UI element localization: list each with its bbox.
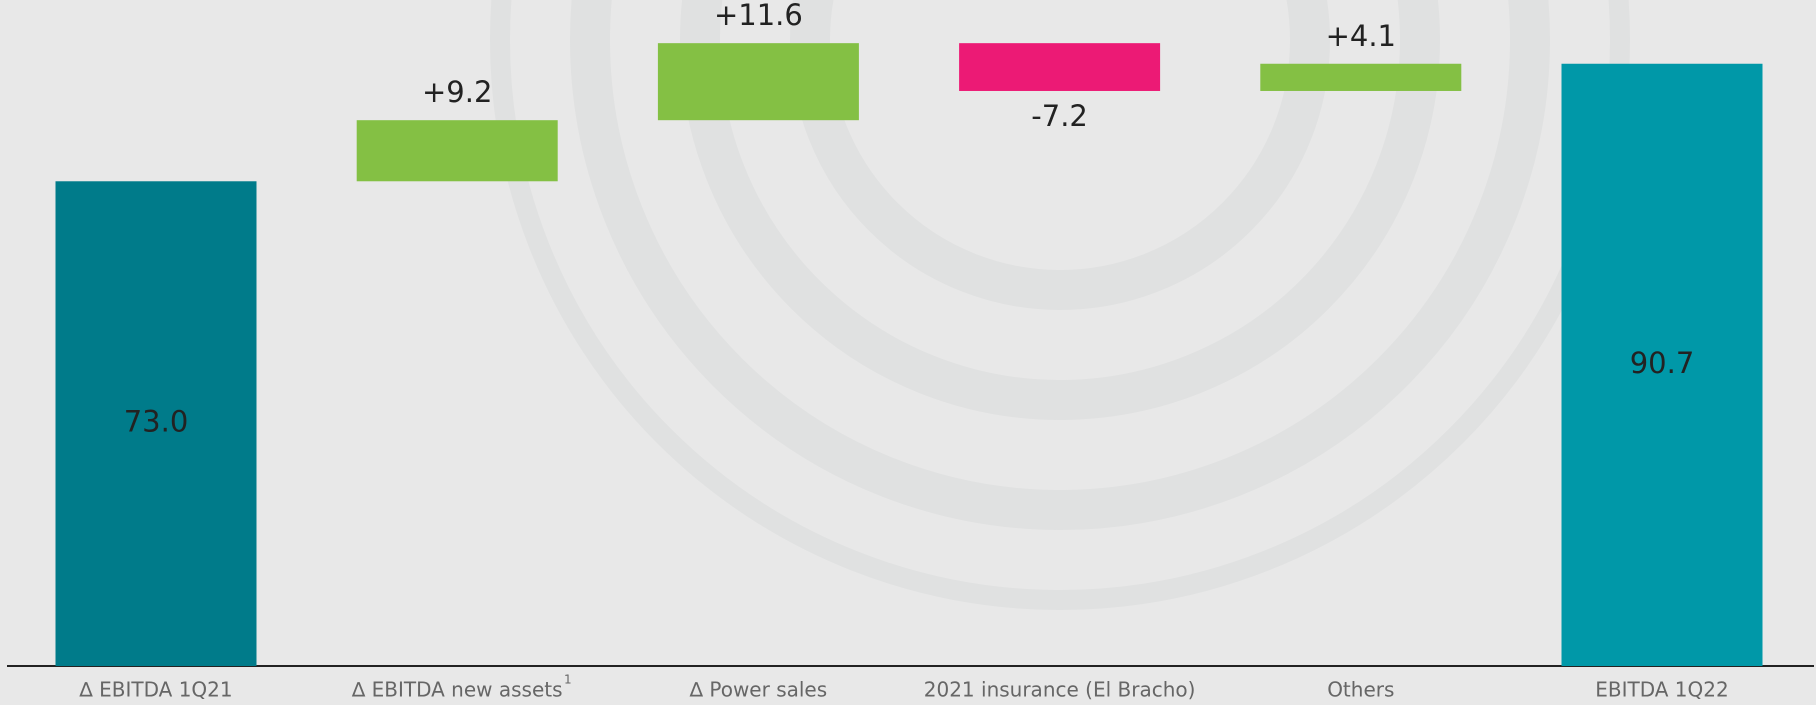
bar xyxy=(657,43,859,121)
x-tick-label: ∆ EBITDA new assets xyxy=(351,678,563,702)
bar xyxy=(55,181,257,666)
bar xyxy=(1260,63,1462,91)
footnote-marker: 1 xyxy=(564,673,572,687)
value-label: -7.2 xyxy=(1031,99,1088,133)
x-tick-label: EBITDA 1Q22 xyxy=(1595,678,1728,702)
value-label: +11.6 xyxy=(714,0,803,32)
x-tick-label: 2021 insurance (El Bracho) xyxy=(924,678,1196,702)
x-tick-label: ∆ Power sales xyxy=(689,678,828,702)
bar xyxy=(356,120,558,182)
value-label: 73.0 xyxy=(124,405,189,439)
value-label: +4.1 xyxy=(1326,19,1396,53)
bar xyxy=(1561,63,1763,666)
value-label: +9.2 xyxy=(422,75,492,109)
x-tick-label: Others xyxy=(1327,678,1394,702)
background-decoration xyxy=(490,0,1630,610)
value-label: 90.7 xyxy=(1630,346,1695,380)
x-tick-label: ∆ EBITDA 1Q21 xyxy=(78,678,232,702)
bar xyxy=(959,43,1161,91)
